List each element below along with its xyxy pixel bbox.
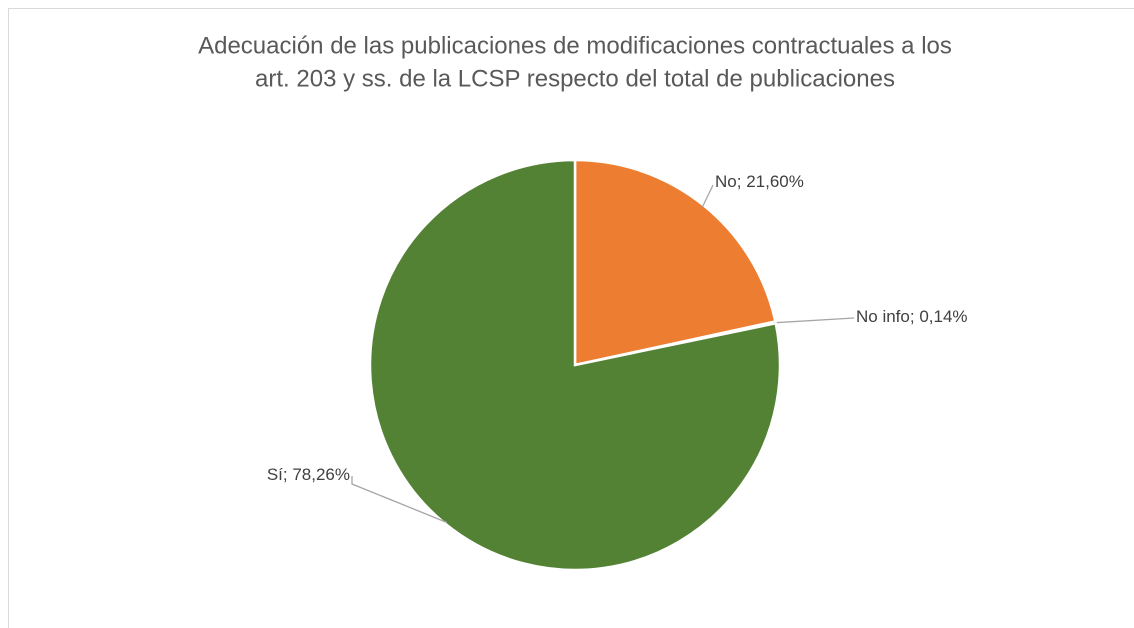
leader-line (773, 317, 855, 324)
leader-line (351, 476, 448, 524)
category-name: No info (856, 307, 910, 326)
label-separator: ; (737, 172, 746, 191)
category-name: No (715, 172, 737, 191)
data-label: No; 21,60% (715, 172, 804, 191)
pie-slice (368, 158, 782, 572)
value-label: 78,26% (292, 465, 350, 484)
data-label: No info; 0,14% (856, 307, 968, 326)
data-label: Sí; 78,26% (267, 465, 350, 484)
label-separator: ; (283, 465, 292, 484)
value-label: 21,60% (746, 172, 804, 191)
chart-title: art. 203 y ss. de la LCSP respecto del t… (255, 65, 895, 92)
value-label: 0,14% (919, 307, 967, 326)
leader-line (701, 184, 714, 208)
category-name: Sí (267, 465, 283, 484)
label-separator: ; (910, 307, 919, 326)
chart-title: Adecuación de las publicaciones de modif… (198, 32, 952, 59)
